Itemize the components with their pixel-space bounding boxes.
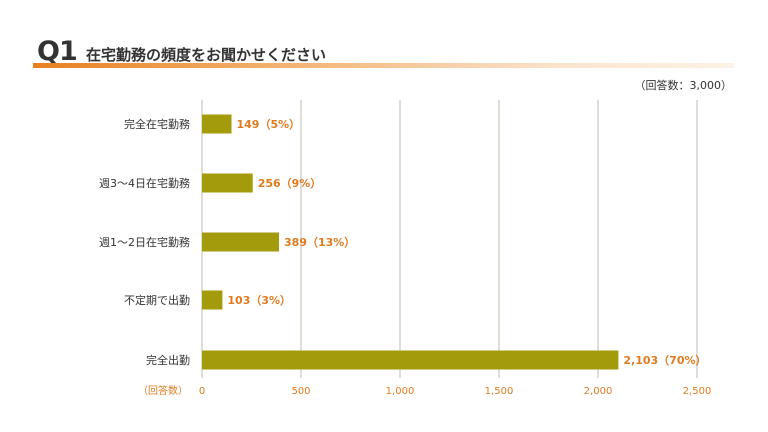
category-label: 完全在宅勤務 [124,117,190,131]
category-label: 不定期で出勤 [124,293,190,307]
value-label: 103（3%） [227,294,291,307]
question-number: Q1 [37,36,78,67]
bar [202,232,280,252]
category-label: 週1〜2日在宅勤務 [99,235,190,249]
header-underline [33,63,734,68]
category-label: 完全出勤 [146,353,190,367]
value-label: 2,103（70%） [623,354,706,367]
bar [202,290,223,310]
x-tick-label: 0 [199,386,205,397]
x-tick-label: 500 [291,386,310,397]
question-header: Q1 在宅勤務の頻度をお聞かせください [33,34,734,70]
respondents-note: （回答数：3,000） [634,79,733,92]
bar [202,114,232,134]
x-tick-label: 2,500 [683,386,712,397]
bar [202,173,253,193]
x-tick-label: 2,000 [584,386,613,397]
value-label: 256（9%） [258,177,322,190]
category-label: 週3〜4日在宅勤務 [99,176,190,190]
bar [202,350,619,370]
value-label: 389（13%） [284,236,355,249]
x-tick-label: 1,500 [485,386,514,397]
x-axis-unit-label: （回答数） [138,384,188,397]
question-title: 在宅勤務の頻度をお聞かせください [86,46,327,64]
value-label: 149（5%） [237,118,301,131]
x-tick-label: 1,000 [386,386,415,397]
